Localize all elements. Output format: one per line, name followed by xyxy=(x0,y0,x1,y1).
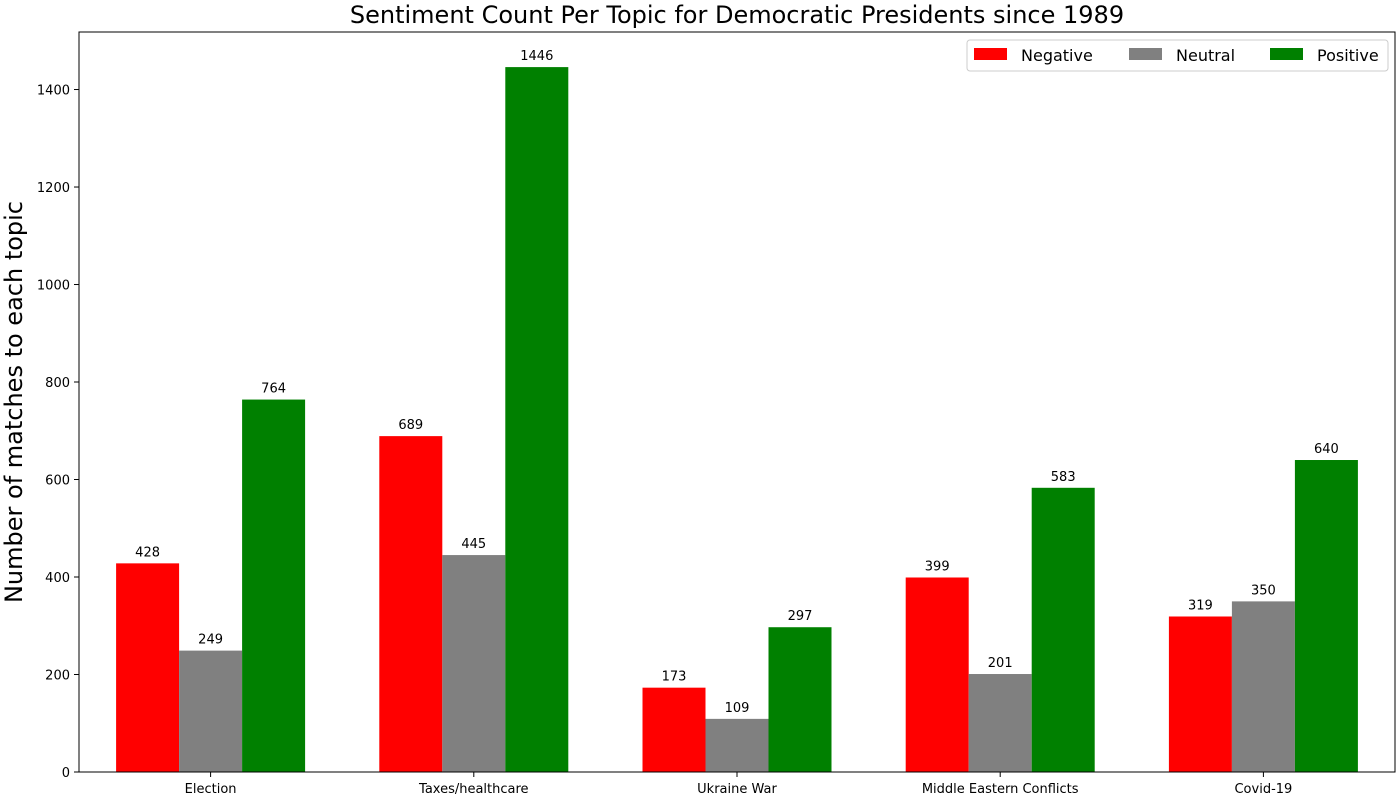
data-label-positive-0: 764 xyxy=(261,382,286,397)
bar-negative-1 xyxy=(379,436,443,772)
legend-label-neutral: Neutral xyxy=(1176,46,1235,65)
y-tick-label-0: 0 xyxy=(62,766,70,781)
x-tick-label-3: Middle Eastern Conflicts xyxy=(922,782,1079,797)
data-label-neutral-3: 201 xyxy=(988,656,1013,671)
data-label-neutral-0: 249 xyxy=(198,633,223,648)
x-tick-label-0: Election xyxy=(185,782,237,797)
y-tick-label-1200: 1200 xyxy=(37,181,70,196)
bar-negative-2 xyxy=(642,687,706,772)
bar-negative-0 xyxy=(116,563,180,772)
y-tick-label-600: 600 xyxy=(45,474,70,489)
bar-positive-1 xyxy=(505,67,569,772)
chart-title: Sentiment Count Per Topic for Democratic… xyxy=(350,1,1124,29)
x-tick-label-1: Taxes/healthcare xyxy=(418,782,529,797)
data-label-negative-0: 428 xyxy=(135,545,160,560)
data-label-neutral-1: 445 xyxy=(461,537,486,552)
plot-area: 428 689 173 399 319 249 445 109 201 350 764 1446 297… xyxy=(37,31,1396,797)
x-tick-label-4: Covid-19 xyxy=(1234,782,1292,797)
bar-neutral-1 xyxy=(442,555,506,772)
y-tick-label-1000: 1000 xyxy=(37,279,70,294)
bar-positive-0 xyxy=(242,399,306,772)
legend-label-positive: Positive xyxy=(1317,46,1379,65)
data-label-negative-3: 399 xyxy=(925,559,950,574)
data-label-neutral-4: 350 xyxy=(1251,583,1276,598)
series-neutral: 249 445 109 201 350 xyxy=(179,537,1295,772)
data-label-negative-1: 689 xyxy=(398,418,423,433)
data-label-positive-2: 297 xyxy=(788,609,813,624)
data-label-positive-3: 583 xyxy=(1051,470,1076,485)
bar-negative-3 xyxy=(905,577,969,772)
legend-box xyxy=(966,39,1389,72)
legend: Negative Neutral Positive xyxy=(966,39,1389,72)
bar-positive-3 xyxy=(1031,487,1095,772)
series-positive: 764 1446 297 583 640 xyxy=(242,49,1358,772)
legend-swatch-negative xyxy=(974,48,1007,60)
x-tick-label-2: Ukraine War xyxy=(697,782,777,797)
bar-negative-4 xyxy=(1168,616,1232,772)
data-label-negative-4: 319 xyxy=(1188,598,1213,613)
bar-positive-4 xyxy=(1294,460,1358,772)
y-tick-label-400: 400 xyxy=(45,571,70,586)
y-tick-label-800: 800 xyxy=(45,376,70,391)
data-label-positive-4: 640 xyxy=(1314,442,1339,457)
bar-neutral-4 xyxy=(1231,601,1295,772)
data-label-neutral-2: 109 xyxy=(725,701,750,716)
legend-swatch-neutral xyxy=(1129,48,1162,60)
bar-neutral-2 xyxy=(705,718,769,772)
series-negative: 428 689 173 399 319 xyxy=(116,418,1232,772)
bar-positive-2 xyxy=(768,627,832,772)
y-tick-label-200: 200 xyxy=(45,669,70,684)
bar-neutral-0 xyxy=(179,650,243,772)
bar-neutral-3 xyxy=(968,674,1032,772)
y-axis-label: Number of matches to each topic xyxy=(0,201,28,603)
legend-label-negative: Negative xyxy=(1021,46,1093,65)
legend-swatch-positive xyxy=(1270,48,1303,60)
y-tick-label-1400: 1400 xyxy=(37,84,70,99)
data-label-negative-2: 173 xyxy=(662,670,687,685)
data-label-positive-1: 1446 xyxy=(520,49,553,64)
